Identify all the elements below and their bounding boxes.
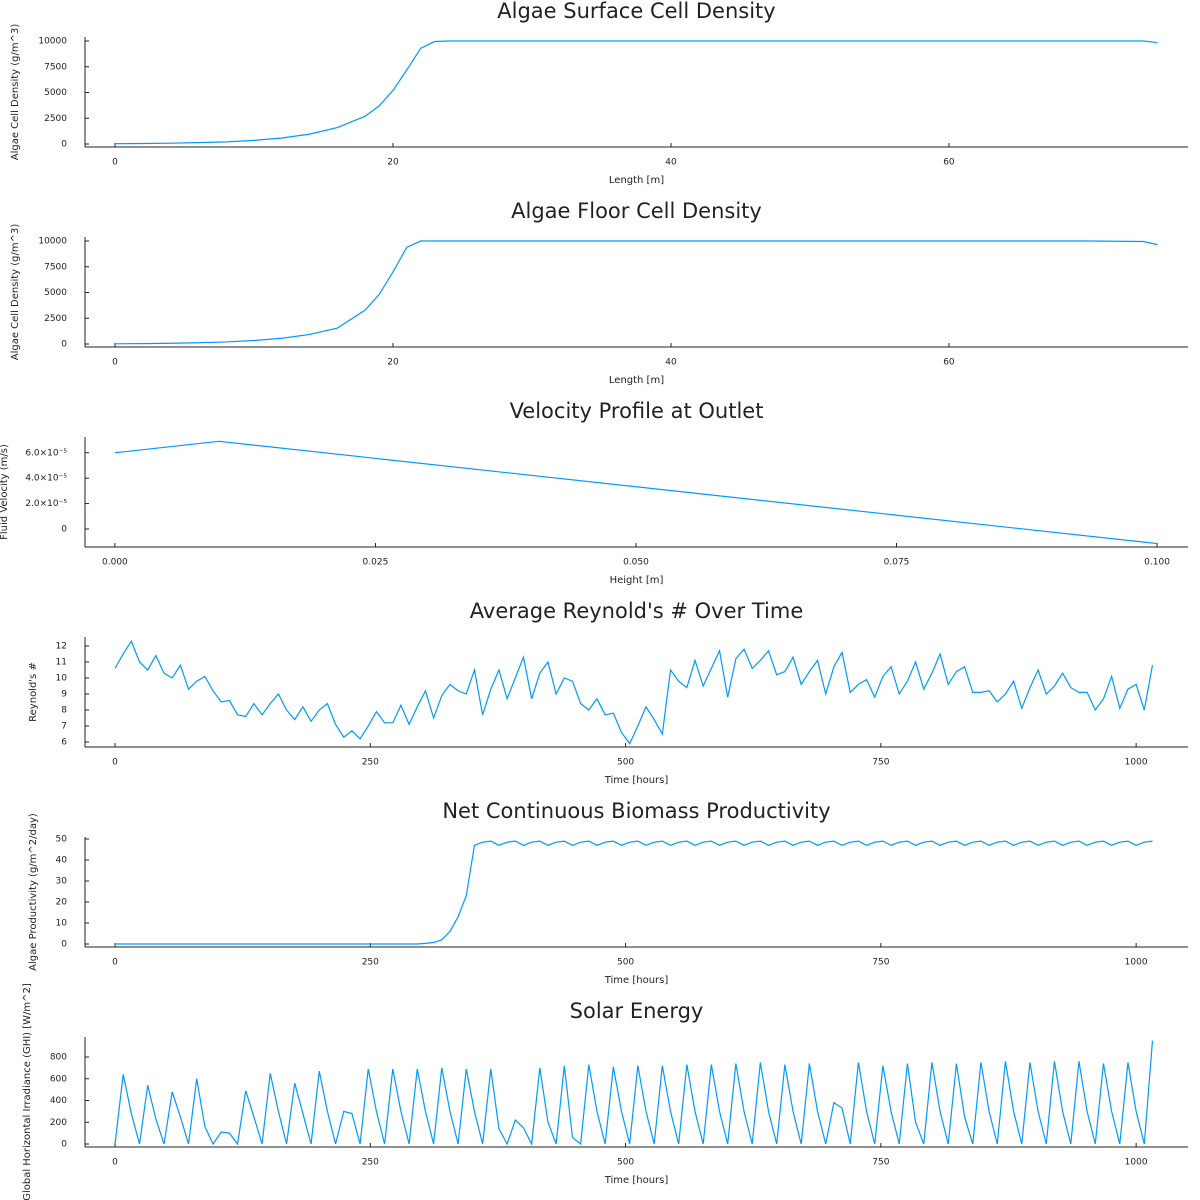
x-tick-label: 0.025: [363, 558, 389, 568]
y-tick-label: 8: [61, 706, 67, 716]
y-tick-label: 0: [61, 1139, 67, 1149]
y-axis-label: Fluid Velocity (m/s): [0, 444, 10, 540]
y-tick-label: 30: [56, 876, 68, 886]
y-tick-label: 6.0×10⁻⁵: [25, 448, 67, 458]
chart-title: Algae Floor Cell Density: [511, 199, 762, 223]
x-tick-label: 500: [617, 958, 634, 968]
x-tick-label: 0.075: [884, 558, 910, 568]
chart-title: Net Continuous Biomass Productivity: [442, 799, 830, 823]
data-line: [115, 240, 1158, 345]
x-tick-label: 750: [872, 1158, 889, 1168]
x-axis-label: Time [hours]: [604, 975, 669, 986]
chart-title: Average Reynold's # Over Time: [470, 599, 803, 623]
y-tick-label: 5000: [44, 288, 67, 298]
y-tick-label: 5000: [44, 88, 67, 98]
x-tick-label: 40: [665, 358, 677, 368]
x-tick-label: 60: [943, 158, 955, 168]
data-line: [114, 639, 1154, 745]
y-tick-label: 7: [61, 722, 67, 732]
y-tick-label: 11: [56, 657, 67, 667]
x-tick-label: 1000: [1125, 1158, 1148, 1168]
x-tick-label: 750: [872, 958, 889, 968]
y-tick-label: 2500: [44, 114, 67, 124]
y-tick-label: 0: [61, 939, 67, 949]
y-tick-label: 0: [61, 524, 67, 534]
x-tick-label: 0: [112, 1158, 118, 1168]
panel: Algae Surface Cell Density 0 20 40 60 0 2500 50…: [10, 0, 1188, 186]
y-tick-label: 0: [61, 140, 67, 150]
panel: Solar Energy 0 250 500 750 1000 0 200 400 600 800 T…: [22, 983, 1188, 1200]
y-tick-label: 10000: [38, 237, 67, 247]
y-tick-label: 9: [61, 690, 67, 700]
y-tick-label: 2.0×10⁻⁵: [25, 499, 67, 509]
y-tick-label: 40: [56, 855, 68, 865]
x-tick-label: 40: [665, 158, 677, 168]
y-tick-label: 10000: [38, 37, 67, 47]
y-tick-label: 7500: [44, 62, 67, 72]
x-axis-label: Length [m]: [609, 175, 664, 186]
x-axis-label: Time [hours]: [604, 1175, 669, 1186]
data-line: [115, 840, 1153, 945]
y-tick-label: 200: [50, 1118, 67, 1128]
panel: Net Continuous Biomass Productivity 0 250 5…: [28, 799, 1188, 986]
y-tick-label: 10: [56, 673, 68, 683]
x-tick-label: 0: [112, 158, 118, 168]
y-axis-label: Algae Cell Density (g/m^3): [10, 24, 21, 161]
y-tick-label: 600: [50, 1074, 67, 1084]
x-tick-label: 0.050: [623, 558, 649, 568]
y-tick-label: 10: [56, 918, 68, 928]
x-tick-label: 0.100: [1144, 558, 1170, 568]
x-tick-label: 60: [943, 358, 955, 368]
x-tick-label: 1000: [1125, 958, 1148, 968]
data-line: [114, 440, 1158, 545]
y-axis-label: Global Horizontal Irradiance (GHI) [W/m^…: [22, 983, 33, 1200]
x-tick-label: 250: [362, 958, 379, 968]
y-tick-label: 50: [56, 834, 68, 844]
chart-title: Solar Energy: [570, 999, 704, 1023]
x-tick-label: 0.000: [102, 558, 128, 568]
y-tick-label: 7500: [44, 262, 67, 272]
y-tick-label: 0: [61, 340, 67, 350]
x-tick-label: 0: [112, 358, 118, 368]
x-tick-label: 250: [362, 1158, 379, 1168]
data-line: [115, 40, 1158, 145]
x-tick-label: 500: [617, 758, 634, 768]
chart-title: Algae Surface Cell Density: [497, 0, 775, 23]
chart-title: Velocity Profile at Outlet: [510, 399, 764, 423]
y-axis-label: Algae Productivity (g/m^2/day): [28, 813, 39, 971]
y-tick-label: 4.0×10⁻⁵: [25, 474, 67, 484]
x-axis-label: Length [m]: [609, 375, 664, 386]
panel: Average Reynold's # Over Time 0 250 500 750 1…: [28, 599, 1188, 786]
y-tick-label: 6: [61, 738, 67, 748]
x-axis-label: Time [hours]: [604, 775, 669, 786]
x-tick-label: 750: [872, 758, 889, 768]
x-axis-label: Height [m]: [610, 575, 664, 586]
panel: Algae Floor Cell Density 0 20 40 60 0 2500 5000…: [10, 199, 1188, 386]
y-axis-label: Algae Cell Density (g/m^3): [10, 224, 21, 361]
y-tick-label: 400: [50, 1096, 67, 1106]
y-tick-label: 12: [56, 641, 67, 651]
y-tick-label: 20: [56, 897, 68, 907]
x-tick-label: 250: [362, 758, 379, 768]
y-tick-label: 800: [50, 1053, 67, 1063]
x-tick-label: 20: [387, 358, 399, 368]
panel: Velocity Profile at Outlet 0.000 0.025 0.05…: [0, 399, 1188, 586]
x-tick-label: 1000: [1125, 758, 1148, 768]
y-axis-label: Reynold's #: [28, 662, 39, 722]
x-tick-label: 500: [617, 1158, 634, 1168]
x-tick-label: 0: [112, 958, 118, 968]
x-tick-label: 20: [387, 158, 399, 168]
y-tick-label: 2500: [44, 314, 67, 324]
x-tick-label: 0: [112, 758, 118, 768]
data-line: [114, 1040, 1154, 1147]
